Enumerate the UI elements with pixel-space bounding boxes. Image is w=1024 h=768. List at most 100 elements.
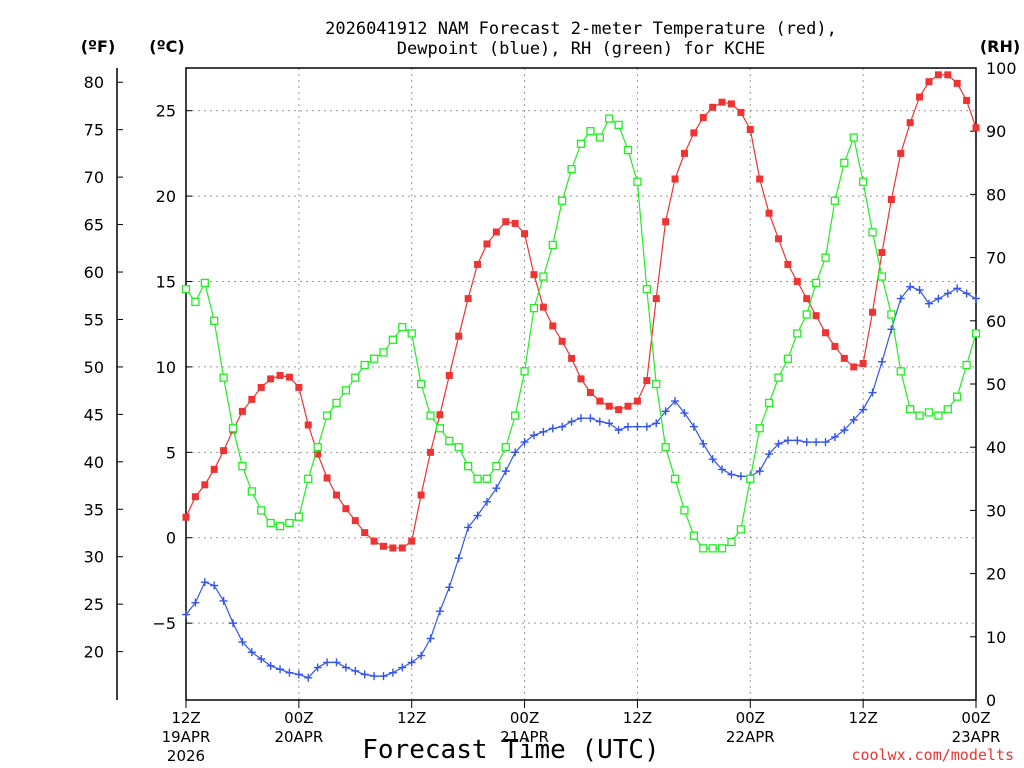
x-tick-label2: 19APR	[162, 728, 211, 746]
dewpoint-point	[812, 438, 821, 447]
x-tick-label1: 00Z	[736, 709, 765, 727]
dewpoint-point	[849, 415, 858, 424]
rh-point	[670, 474, 680, 483]
chart-title-line2: Dewpoint (blue), RH (green) for KCHE	[397, 39, 765, 59]
rh-point	[576, 139, 586, 148]
dewpoint-point	[605, 419, 614, 428]
rh-point	[228, 424, 238, 433]
dewpoint-point	[924, 299, 933, 308]
rh-point	[369, 354, 379, 363]
temperature-point	[925, 78, 933, 86]
dewpoint-point	[877, 357, 886, 366]
rh-point	[821, 253, 830, 262]
dewpoint-point	[238, 637, 247, 646]
dewpoint-point	[943, 289, 952, 298]
rh-point	[275, 522, 285, 531]
rh-point	[717, 544, 727, 553]
rh-point	[341, 386, 351, 395]
celsius-tick-label: 25	[156, 102, 176, 121]
temperature-point	[380, 542, 387, 550]
rh-point	[482, 474, 492, 483]
rh-point	[332, 398, 341, 408]
rh-point	[492, 462, 501, 471]
rh-point	[360, 360, 369, 370]
rh-tick-label: 90	[986, 122, 1006, 141]
dewpoint-point	[783, 436, 792, 445]
dewpoint-point	[962, 289, 971, 298]
rh-point	[313, 443, 322, 452]
rh-point	[548, 240, 557, 250]
celsius-tick-label: 20	[156, 187, 176, 206]
temperature-point	[295, 383, 303, 391]
temperature-point	[690, 129, 698, 137]
rh-point	[774, 373, 783, 382]
dewpoint-point	[595, 417, 604, 426]
rh-point	[257, 506, 266, 515]
temperature-point	[332, 491, 340, 499]
x-tick-label1: 00Z	[510, 709, 539, 727]
temperature-point	[652, 295, 660, 303]
temperature-point	[633, 397, 641, 405]
rh-point	[539, 272, 548, 281]
dewpoint-point	[840, 426, 849, 435]
temperature-point	[963, 96, 971, 104]
temperature-point	[944, 71, 952, 79]
rh-point	[877, 272, 887, 281]
dewpoint-point	[191, 598, 200, 607]
rh-point	[379, 348, 388, 357]
plot-frame	[185, 67, 977, 701]
temperature-point	[822, 329, 830, 337]
rh-point	[962, 360, 971, 370]
rh-point	[764, 398, 774, 408]
celsius-unit-label: (ºC)	[149, 37, 184, 56]
rh-point	[868, 228, 877, 237]
x-tick-label1: 12Z	[397, 709, 426, 727]
dewpoint-point	[276, 665, 285, 674]
temperature-point	[182, 513, 190, 521]
fahrenheit-tick-label: 65	[84, 216, 104, 235]
rh-point	[755, 424, 764, 433]
temperature-point	[257, 383, 265, 391]
temperature-point	[220, 447, 228, 455]
dewpoint-point	[633, 422, 642, 431]
rh-point	[416, 379, 426, 389]
temperature-point	[765, 209, 773, 217]
dewpoint-point	[802, 438, 811, 447]
dewpoint-point	[332, 658, 341, 667]
dewpoint-point	[529, 431, 538, 440]
rh-point	[943, 405, 952, 414]
chart-title-line1: 2026041912 NAM Forecast 2-meter Temperat…	[325, 19, 837, 39]
rh-point	[529, 304, 539, 313]
temperature-point	[972, 124, 980, 132]
rh-tick-label: 80	[986, 185, 1006, 204]
dewpoint-point	[473, 511, 482, 520]
temperature-point	[897, 149, 905, 157]
temperature-point	[878, 248, 886, 256]
dewpoint-point	[727, 470, 736, 479]
dewpoint-point	[868, 388, 877, 397]
rh-point	[435, 424, 445, 433]
rh-tick-label: 0	[986, 691, 996, 710]
celsius-tick-label: 15	[156, 273, 176, 292]
dewpoint-point	[492, 484, 501, 493]
temperature-point	[530, 271, 538, 279]
rh-tick-label: 10	[986, 628, 1006, 647]
dewpoint-point	[417, 651, 426, 660]
x-tick-label2: 21APR	[500, 728, 549, 746]
rh-point	[840, 158, 849, 167]
rh-point	[219, 373, 228, 382]
temperature-point	[492, 228, 500, 236]
temperature-point	[662, 218, 670, 226]
temperature-point	[398, 544, 406, 552]
x-tick-label1: 12Z	[623, 709, 652, 727]
rh-unit-label: (RH)	[980, 37, 1020, 56]
dewpoint-point	[586, 414, 595, 423]
dewpoint-point	[699, 439, 708, 448]
dewpoint-point	[341, 663, 350, 672]
temperature-point	[361, 529, 369, 537]
temperature-point	[474, 260, 482, 268]
celsius-tick-label: 10	[156, 358, 176, 377]
dewpoint-point	[285, 668, 294, 677]
temperature-point	[417, 491, 425, 499]
temperature-point	[775, 235, 782, 243]
